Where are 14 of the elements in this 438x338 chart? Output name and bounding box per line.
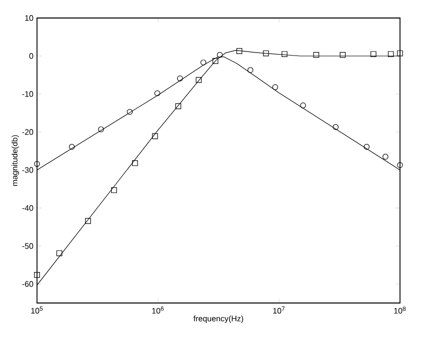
y-tick-label: 10 (25, 15, 34, 21)
x-tick-label: 10$^{5}$ (31, 306, 43, 314)
y-tick-label: -40 (22, 205, 34, 211)
y-tick-label: -10 (22, 91, 34, 97)
y-axis-title: magnitude(db) (12, 135, 20, 186)
y-tick-label: -50 (22, 243, 34, 249)
y-tick-label: -30 (22, 167, 34, 173)
x-tick-label: 10$^{8}$ (394, 306, 406, 314)
x-axis-title: frequency(Hz) (194, 315, 244, 323)
y-tick-label: -20 (22, 129, 34, 135)
x-tick-label: 10$^{7}$ (273, 306, 285, 314)
y-tick-label: -60 (22, 281, 34, 287)
x-tick-label: 10$^{6}$ (152, 306, 164, 314)
y-tick-label: 0 (29, 53, 34, 59)
